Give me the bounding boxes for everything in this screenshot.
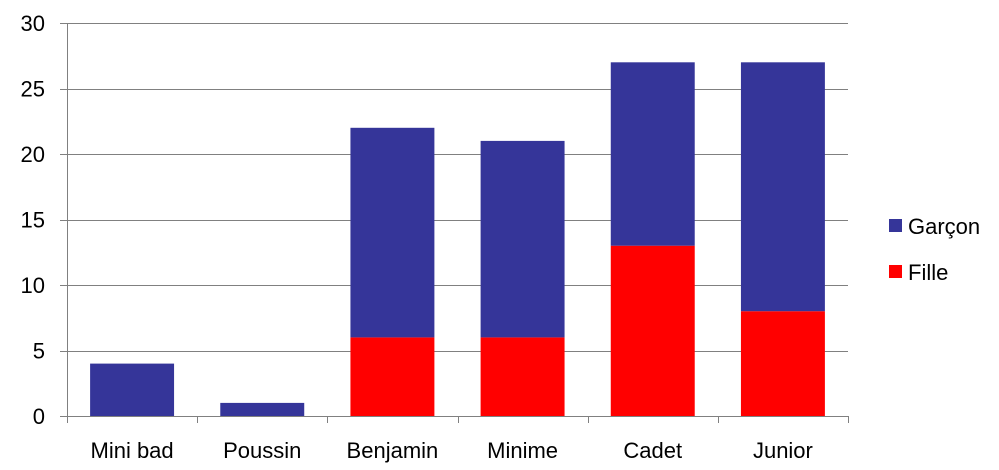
x-tick-label: Junior <box>753 438 813 463</box>
legend-swatch-garcon <box>889 219 902 232</box>
y-tick-label: 0 <box>33 404 45 429</box>
bar-gar-on-cadet <box>610 62 695 246</box>
bar-fille-benjamin <box>350 337 435 416</box>
gridlines <box>67 23 848 352</box>
x-tick-label: Poussin <box>223 438 301 463</box>
bar-fille-junior <box>740 311 825 416</box>
y-tick-label: 20 <box>21 142 45 167</box>
legend-label: Garçon <box>908 214 980 239</box>
y-tick-label: 30 <box>21 11 45 36</box>
axes <box>60 23 849 423</box>
x-tick-label: Benjamin <box>347 438 439 463</box>
y-tick-label: 5 <box>33 339 45 364</box>
bars <box>90 62 825 416</box>
x-tick-label: Cadet <box>623 438 682 463</box>
legend-swatch-fille <box>889 265 902 278</box>
bar-gar-on-minime <box>480 140 565 338</box>
x-tick-label: Mini bad <box>91 438 174 463</box>
y-tick-label: 25 <box>21 77 45 102</box>
bar-gar-on-junior <box>740 62 825 312</box>
y-tick-label: 10 <box>21 273 45 298</box>
x-tick-label: Minime <box>487 438 558 463</box>
y-tick-labels: 0 5 10 15 20 25 30 <box>21 11 45 429</box>
x-tick-labels: Mini bad Poussin Benjamin Minime Cadet Junior <box>91 438 813 463</box>
bar-gar-on-benjamin <box>350 127 435 338</box>
legend: Garçon Fille <box>889 214 980 285</box>
legend-label: Fille <box>908 260 948 285</box>
bar-gar-on-poussin <box>220 402 305 416</box>
bar-fille-cadet <box>610 245 695 416</box>
y-tick-label: 15 <box>21 208 45 233</box>
bar-gar-on-mini-bad <box>90 363 175 416</box>
bar-fille-minime <box>480 337 565 416</box>
